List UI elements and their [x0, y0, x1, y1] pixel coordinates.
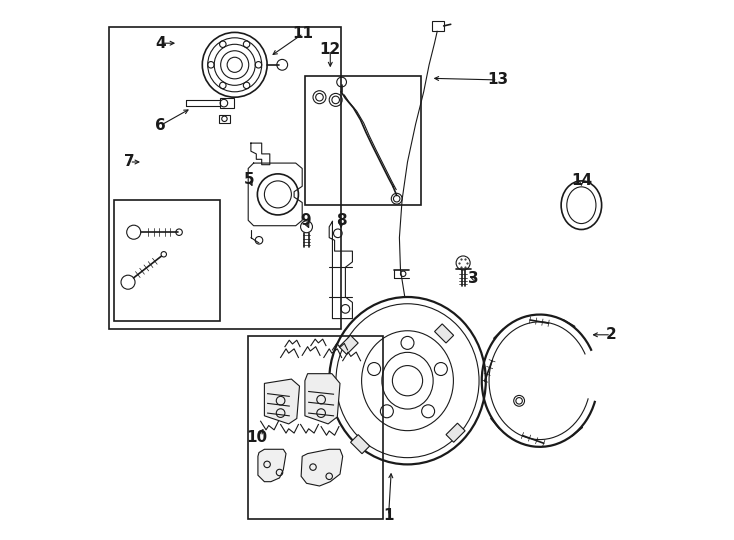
Text: 1: 1: [383, 508, 394, 523]
Text: 12: 12: [319, 42, 341, 57]
Text: 10: 10: [247, 430, 267, 445]
Bar: [248, 336, 383, 519]
Text: 2: 2: [606, 327, 617, 342]
Text: 4: 4: [156, 36, 166, 51]
Bar: [432, 21, 443, 31]
Text: 7: 7: [124, 154, 135, 170]
Text: 3: 3: [468, 271, 479, 286]
Text: 5: 5: [244, 172, 255, 187]
Bar: [305, 76, 421, 205]
Text: 13: 13: [487, 72, 508, 87]
Text: 6: 6: [156, 118, 166, 133]
Polygon shape: [258, 449, 286, 482]
Polygon shape: [264, 379, 299, 424]
Text: 14: 14: [571, 173, 592, 188]
Bar: [435, 324, 454, 343]
Bar: [339, 335, 358, 354]
Bar: [351, 435, 370, 454]
Bar: [115, 200, 219, 321]
Bar: [446, 423, 465, 442]
Polygon shape: [301, 449, 343, 486]
Polygon shape: [305, 374, 340, 424]
Text: 11: 11: [293, 26, 313, 41]
Bar: [219, 115, 230, 123]
Text: 9: 9: [300, 213, 310, 228]
Text: 8: 8: [335, 213, 346, 228]
Bar: [220, 98, 233, 108]
Bar: [109, 27, 341, 329]
